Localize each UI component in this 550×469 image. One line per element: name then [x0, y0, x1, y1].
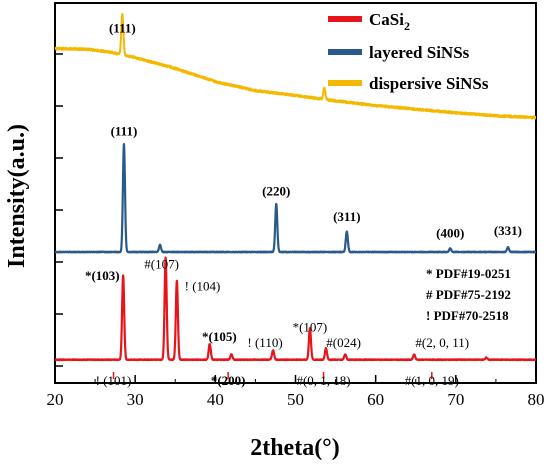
x-axis-ticks: 20 30 40 50 60 70 80 [47, 375, 545, 409]
y-axis-title: Intensity(a.u.) [4, 124, 30, 268]
peak-label: ! (104) [185, 278, 221, 293]
pdf-ref-star: * PDF#19-0251 [426, 266, 511, 281]
peak-label: #(024) [326, 335, 361, 350]
x-tick-label: 70 [447, 390, 464, 409]
peak-label: #(2, 0, 11) [415, 335, 469, 350]
peak-label: (220) [262, 184, 290, 199]
pdf-ref-bang: ! PDF#70-2518 [426, 308, 509, 323]
pdf-reference-key: * PDF#19-0251 # PDF#75-2192 ! PDF#70-251… [426, 266, 511, 323]
peak-label: (111) [111, 124, 138, 139]
x-axis-title: 2theta(°) [250, 435, 340, 461]
peak-label: *(107) [293, 319, 328, 334]
x-tick-label: 40 [207, 390, 224, 409]
series-lines [55, 12, 536, 362]
peak-label: (400) [436, 226, 464, 241]
series-line-casi2 [55, 256, 536, 362]
legend-label-casi2: CaSi2 [369, 10, 410, 33]
x-tick-label: 50 [287, 390, 304, 409]
legend-label-dispersive: dispersive SiNSs [369, 74, 489, 93]
legend-swatch-casi2 [328, 16, 362, 22]
legend-swatch-dispersive [328, 80, 362, 86]
peak-label: #(0, 1, 18) [296, 373, 350, 388]
legend-label-layered: layered SiNSs [369, 43, 470, 62]
x-tick-label: 60 [367, 390, 384, 409]
y-axis-ticks [55, 53, 63, 367]
peak-label: #(1, 0, 19) [405, 373, 459, 388]
series-line-dispersive [55, 12, 536, 120]
peak-label: ! (110) [247, 335, 282, 350]
x-tick-label: 80 [528, 390, 545, 409]
peak-label: (111) [109, 20, 136, 35]
peak-label: *(200) [211, 373, 246, 388]
peak-label: (311) [333, 209, 360, 224]
peak-label: #(107) [144, 256, 179, 271]
pdf-ref-hash: # PDF#75-2192 [426, 287, 511, 302]
peak-label: *(105) [202, 329, 237, 344]
peak-label: *(103) [85, 268, 120, 283]
legend: CaSi2 layered SiNSs dispersive SiNSs [328, 10, 489, 93]
peak-labels: (111) (111) (220) (311) (400) (331) *(103) #(10… [85, 20, 522, 388]
peak-label: ! (101) [96, 373, 132, 388]
series-line-layered [55, 142, 536, 254]
x-tick-label: 20 [47, 390, 64, 409]
peak-label: (331) [494, 223, 522, 238]
legend-swatch-layered [328, 49, 362, 55]
x-tick-label: 30 [127, 390, 144, 409]
